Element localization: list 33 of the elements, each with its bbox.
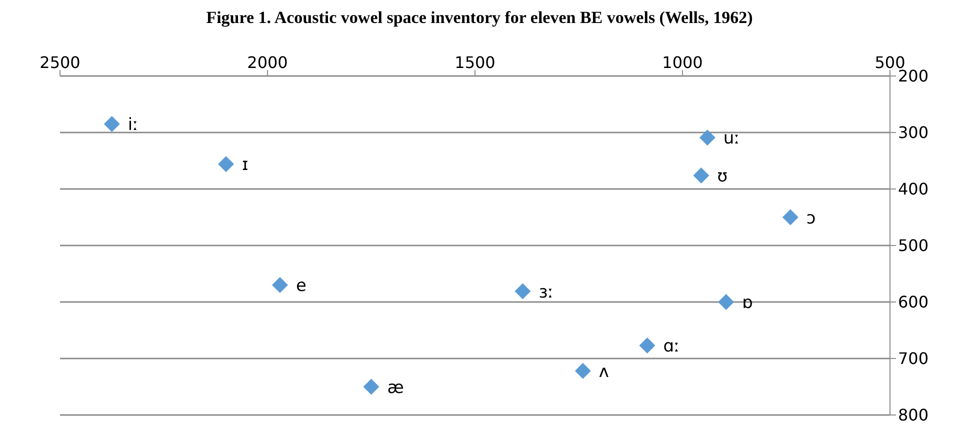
annotation: æ [387,378,404,398]
point [218,156,234,172]
point [363,378,380,395]
point [104,116,120,132]
y-tick-label: 800 [898,406,929,425]
x-tick-label: 2500 [40,53,80,72]
point [693,167,710,184]
annotation: iː [128,115,138,136]
y-tick-label: 400 [898,180,929,199]
y-tick-label: 700 [898,349,929,368]
y-tick-label: 500 [898,236,929,256]
annotation: ɜː [538,282,554,302]
point [514,283,531,300]
annotation: ɒ [742,293,753,314]
annotation: ɑː [663,336,680,357]
y-tick-label: 300 [898,123,929,142]
annotation: e [296,276,306,296]
annotation: ʊ [717,166,728,186]
annotation: ʌ [598,362,609,382]
point [574,362,591,379]
x-tick-label: 1000 [662,53,703,72]
y-tick-label: 600 [898,292,929,312]
point [699,130,716,146]
annotation: ɔ [806,208,816,228]
point [639,338,656,354]
annotation: ɪ [242,155,248,176]
point [272,277,288,294]
x-tick-label: 2000 [247,53,288,72]
annotation: uː [723,128,740,149]
point [718,294,734,310]
chart-title: Figure 1. Acoustic vowel space inventory for eleven BE vowels (Wells, 1962) [205,8,754,29]
point [782,209,798,226]
x-tick-label: 1500 [454,53,496,72]
